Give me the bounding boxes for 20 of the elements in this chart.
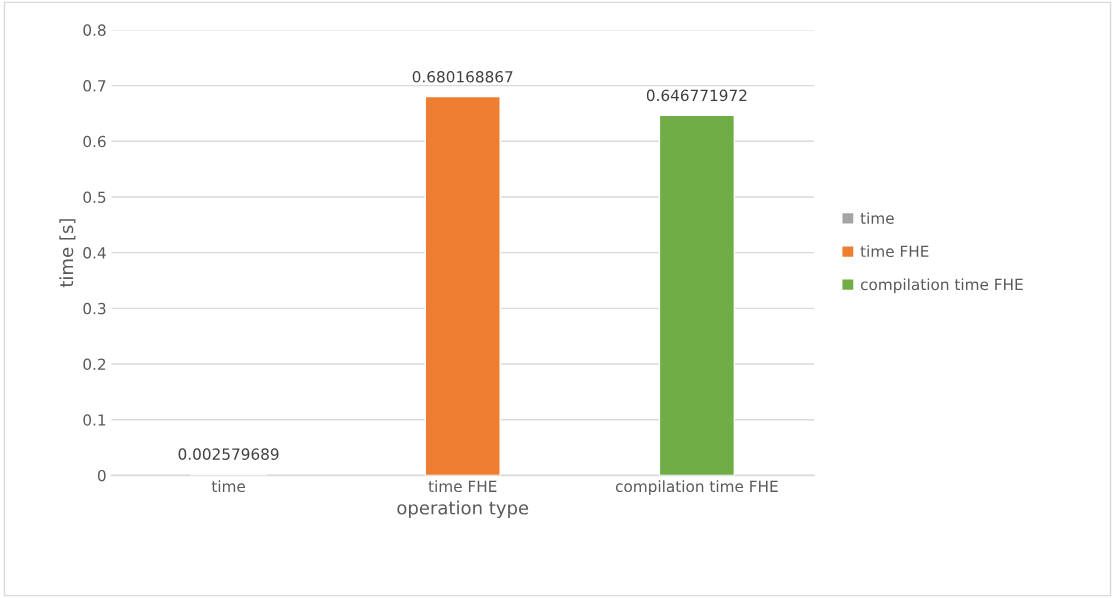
- legend-label: compilation time FHE: [860, 278, 1023, 294]
- data-label: 0.646771972: [646, 89, 747, 102]
- x-tick-label: compilation time FHE: [615, 480, 778, 496]
- y-tick-label: 0.7: [83, 80, 106, 92]
- x-tick-label: time: [211, 480, 246, 493]
- y-tick-label: 0.2: [83, 358, 106, 371]
- y-tick-label: 0.5: [83, 191, 106, 203]
- legend-label: time FHE: [860, 245, 929, 258]
- legend-label: time: [860, 212, 894, 224]
- y-tick-label: 0.4: [83, 247, 106, 259]
- y-tick-label: 0.6: [83, 135, 106, 148]
- x-tick-label: time FHE: [428, 480, 497, 493]
- y-tick-label: 0.8: [83, 24, 106, 36]
- data-label: 0.680168867: [412, 71, 513, 83]
- data-label: 0.002579689: [178, 448, 279, 460]
- x-axis-title: operation type: [397, 500, 529, 519]
- y-tick-label: 0: [97, 469, 106, 482]
- y-tick-label: 0.1: [83, 414, 106, 426]
- y-tick-label: 0.3: [83, 302, 106, 315]
- y-axis-title: time [s]: [59, 219, 76, 288]
